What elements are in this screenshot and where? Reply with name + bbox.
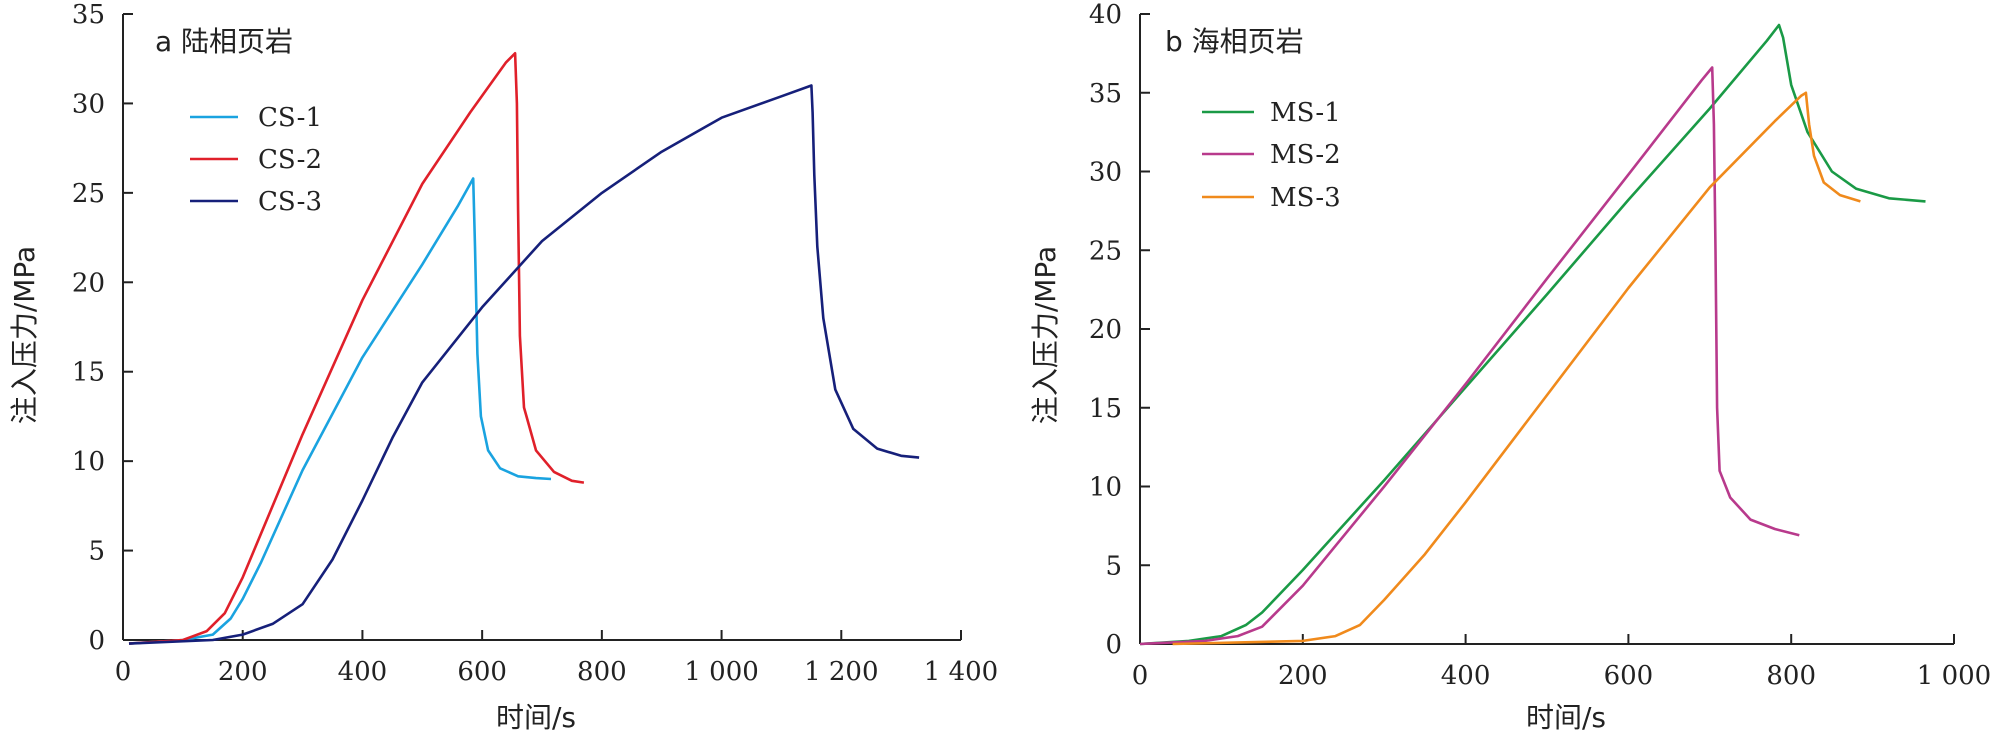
panel-a-x-tick-label: 1 000	[684, 657, 758, 687]
panel-b-x-tick-label: 200	[1278, 661, 1328, 691]
series-ms-1-line	[1139, 23, 1926, 646]
panel-a-title: a 陆相页岩	[155, 25, 293, 58]
panel-a-x-tick-label: 0	[115, 657, 132, 687]
panel-a-x-tick-label: 400	[338, 657, 388, 687]
panel-a-y-tick-label: 35	[72, 0, 105, 30]
panel-b-x-tick-label: 800	[1766, 661, 1816, 691]
panel-b-x-tick-label: 0	[1132, 661, 1149, 691]
panel-a-y-tick-label: 20	[72, 268, 105, 298]
panel-b-y-tick-label: 5	[1105, 551, 1122, 581]
panel-b-series	[1139, 23, 1926, 646]
panel-b-y-tick-label: 0	[1105, 630, 1122, 660]
panel-a-x-axis-label: 时间/s	[496, 701, 576, 734]
panel-a-y-axis-label: 注入压力/MPa	[8, 246, 41, 424]
series-cs-3-line	[128, 84, 920, 645]
panel-b-x-axis-label: 时间/s	[1526, 701, 1606, 734]
legend-label-cs-3: CS-3	[258, 187, 322, 217]
panel-b-x-tick-label: 1 000	[1917, 661, 1991, 691]
panel-b-y-tick-label: 25	[1089, 236, 1122, 266]
legend-label-cs-2: CS-2	[258, 145, 322, 175]
legend-label-ms-3: MS-3	[1270, 183, 1341, 213]
panel-b-chart: b 海相页岩 0 200 400 600 800 1 000 0 5 10 15 20 25 30 35 4…	[1029, 0, 1991, 734]
panel-a-legend: CS-1 CS-2 CS-3	[190, 103, 322, 217]
panel-b-y-tick-label: 15	[1089, 394, 1122, 424]
panel-b-y-tick-label: 35	[1089, 79, 1122, 109]
panel-b-title: b 海相页岩	[1165, 25, 1304, 58]
panel-b-y-tick-label: 30	[1089, 158, 1122, 188]
panel-b-y-tick-label: 40	[1089, 0, 1122, 30]
legend-label-cs-1: CS-1	[258, 103, 322, 133]
panel-a-y-tick-label: 10	[72, 447, 105, 477]
panel-b-axes: 0 200 400 600 800 1 000 0 5 10 15 20 25 30 35 40	[1089, 0, 1991, 691]
panel-a-x-tick-label: 1 400	[924, 657, 998, 687]
panel-a-series	[128, 52, 920, 645]
series-ms-2-line	[1139, 66, 1800, 646]
panel-a-x-tick-label: 800	[577, 657, 627, 687]
series-ms-3-line	[1172, 91, 1861, 646]
panel-a-x-tick-label: 1 200	[804, 657, 878, 687]
panel-b-legend: MS-1 MS-2 MS-3	[1202, 98, 1341, 213]
series-cs-2-line	[128, 52, 585, 645]
panel-a-y-tick-label: 5	[88, 537, 105, 567]
panel-b-x-tick-label: 400	[1441, 661, 1491, 691]
panel-b-x-tick-label: 600	[1604, 661, 1654, 691]
panel-a-y-tick-label: 30	[72, 89, 105, 119]
series-cs-1-line	[128, 177, 552, 645]
panel-a-axes: 0 200 400 600 800 1 000 1 200 1 400 0 5 10 15 20 25 30…	[72, 0, 998, 687]
panel-b-y-tick-label: 10	[1089, 473, 1122, 503]
panel-a-y-tick-label: 25	[72, 179, 105, 209]
legend-label-ms-1: MS-1	[1270, 98, 1341, 128]
panel-b-y-axis-label: 注入压力/MPa	[1029, 246, 1062, 424]
panel-a-chart: a 陆相页岩 0 200 400 600 800 1 000 1 200 1 400 0 5 10 1…	[8, 0, 998, 734]
legend-label-ms-2: MS-2	[1270, 140, 1341, 170]
panel-a-x-tick-label: 200	[218, 657, 268, 687]
panel-b-y-tick-label: 20	[1089, 315, 1122, 345]
panel-a-x-tick-label: 600	[457, 657, 507, 687]
panel-a-y-tick-label: 0	[88, 626, 105, 656]
panel-a-y-tick-label: 15	[72, 358, 105, 388]
